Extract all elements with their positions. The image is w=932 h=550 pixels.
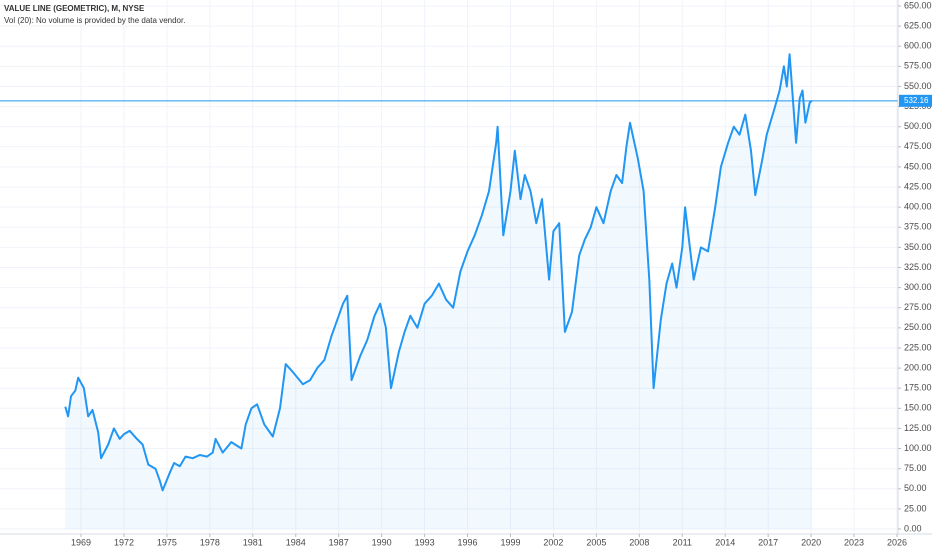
- y-tick-label: 350.00: [904, 242, 932, 252]
- y-tick-label: 275.00: [904, 302, 932, 312]
- plot: [0, 53, 898, 530]
- grid: [0, 0, 898, 534]
- y-tick-label: 250.00: [904, 322, 932, 332]
- x-tick-label: 1972: [114, 537, 134, 547]
- x-tick-label: 1990: [372, 537, 392, 547]
- x-tick-label: 2002: [543, 537, 563, 547]
- y-tick-label: 450.00: [904, 161, 932, 171]
- y-tick-label: 500.00: [904, 121, 932, 131]
- y-tick-label: 625.00: [904, 20, 932, 30]
- x-tick-label: 2020: [801, 537, 821, 547]
- x-tick-label: 2026: [887, 537, 907, 547]
- y-tick-label: 375.00: [904, 222, 932, 232]
- x-tick-label: 2011: [673, 537, 692, 547]
- x-tick-label: 1999: [500, 537, 520, 547]
- x-tick-label: 2008: [629, 537, 649, 547]
- x-tick-label: 1969: [71, 537, 91, 547]
- last-price-badge: [899, 94, 932, 107]
- y-tick-label: 200.00: [904, 362, 932, 372]
- y-tick-label: 575.00: [904, 61, 932, 71]
- x-tick-label: 1975: [157, 537, 177, 547]
- x-tick-label: 2023: [844, 537, 864, 547]
- y-tick-label: 75.00: [904, 463, 927, 473]
- y-tick-label: 25.00: [904, 503, 927, 513]
- x-tick-label: 1996: [458, 537, 478, 547]
- y-tick-label: 50.00: [904, 483, 927, 493]
- y-tick-label: 650.00: [904, 0, 932, 10]
- x-tick-label: 1984: [286, 537, 306, 547]
- y-tick-label: 400.00: [904, 202, 932, 212]
- chart-title: VALUE LINE (GEOMETRIC), M, NYSE: [4, 4, 145, 13]
- x-tick-label: 1981: [243, 537, 263, 547]
- last-price-label: 532.16: [904, 96, 929, 105]
- x-tick-label: 2005: [586, 537, 606, 547]
- y-tick-label: 125.00: [904, 423, 932, 433]
- y-tick-label: 225.00: [904, 342, 932, 352]
- area: [65, 54, 812, 530]
- y-tick-label: 100.00: [904, 443, 932, 453]
- y-tick-label: 175.00: [904, 383, 932, 393]
- y-tick-label: 325.00: [904, 262, 932, 272]
- y-tick-label: 0.00: [904, 523, 922, 533]
- y-tick-label: 300.00: [904, 282, 932, 292]
- x-tick-label: 2017: [758, 537, 778, 547]
- y-tick-label: 475.00: [904, 141, 932, 151]
- x-tick-label: 2014: [715, 537, 735, 547]
- line: [64, 53, 813, 492]
- x-tick-label: 1993: [415, 537, 435, 547]
- x-tick-label: 1987: [329, 537, 349, 547]
- y-tick-label: 425.00: [904, 181, 932, 191]
- chart-subtitle: Vol (20): No volume is provided by the d…: [4, 16, 185, 25]
- y-tick-label: 600.00: [904, 41, 932, 51]
- axes: 0.00 25.00 50.00 75.00 100.00 125.00 150.00 175…: [71, 0, 932, 547]
- x-tick-label: 1978: [200, 537, 220, 547]
- y-tick-label: 550.00: [904, 81, 932, 91]
- y-tick-label: 150.00: [904, 403, 932, 413]
